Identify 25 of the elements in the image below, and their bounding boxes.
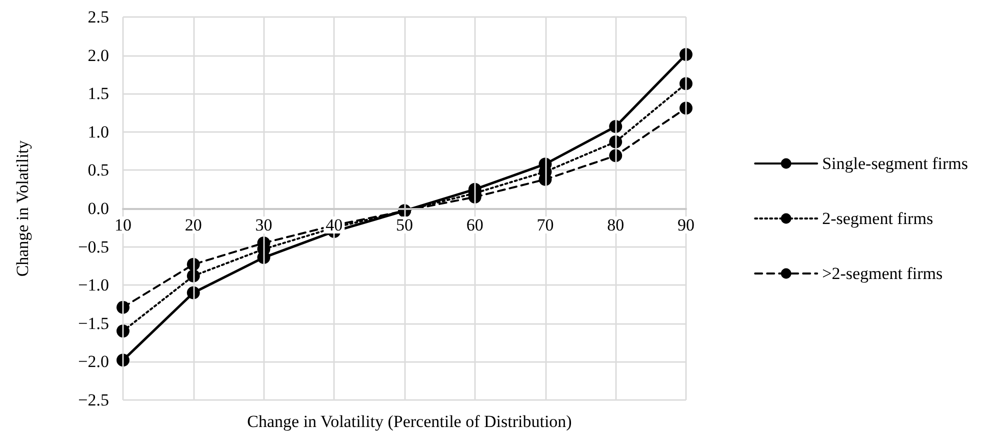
y-tick-label: 1.5: [88, 84, 109, 104]
x-tick-label: 20: [184, 216, 202, 234]
y-tick-label: −1.5: [78, 314, 109, 333]
y-tick-label: −1.0: [78, 276, 109, 295]
x-tick-label: 80: [607, 216, 624, 234]
y-tick-label: 0.0: [88, 199, 109, 218]
x-tick-label: 60: [466, 216, 484, 234]
y-tick-label: −0.5: [78, 237, 109, 256]
x-axis-title: Change in Volatility (Percentile of Distribution): [247, 412, 572, 431]
y-tick-label: 0.5: [88, 160, 109, 180]
y-tick-label: 2.5: [88, 8, 109, 26]
y-tick-label: 2.0: [88, 46, 109, 65]
x-tick-label: 90: [678, 216, 694, 234]
y-tick-label: 1.0: [88, 122, 109, 142]
x-tick-label: 50: [396, 216, 413, 234]
x-tick-label: 10: [114, 216, 132, 234]
legend-label: 2-segment firms: [822, 209, 934, 228]
x-tick-label: 40: [326, 216, 343, 234]
y-tick-label: −2.0: [78, 352, 109, 372]
x-tick-label: 30: [255, 216, 272, 234]
y-tick-label: −2.5: [78, 390, 109, 410]
y-axis-title: Change in Volatility: [13, 140, 32, 277]
x-tick-label: 70: [536, 216, 554, 234]
legend-label: Single-segment firms: [822, 154, 968, 173]
legend-label: >2-segment firms: [822, 264, 943, 283]
